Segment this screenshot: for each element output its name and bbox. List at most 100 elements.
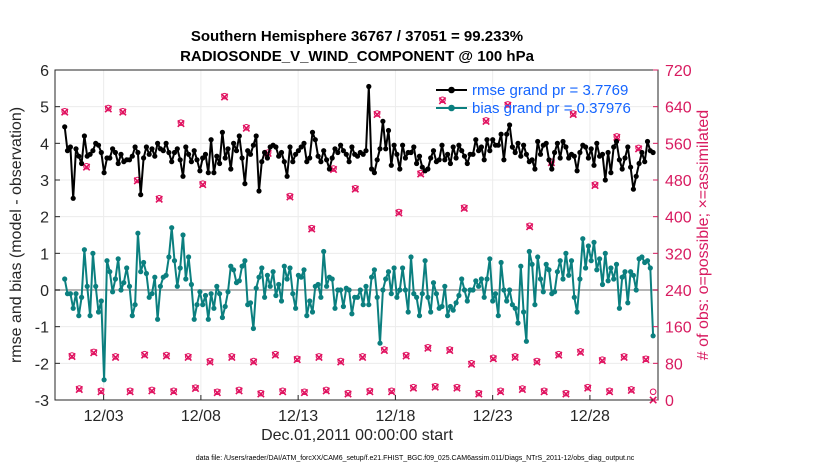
rmse-point [388,162,394,168]
bias-point [132,302,138,308]
obs-assimilated-point [569,110,577,119]
obs-possible-point [373,110,381,117]
obs-possible-point [351,184,359,192]
obs-possible-point [359,353,366,360]
bias-point [585,243,592,249]
obs-assimilated-point [424,344,432,352]
rmse-point [211,170,217,176]
rmse-point [293,151,299,157]
bias-point [357,287,363,293]
rmse-point [81,133,87,139]
bias-point [374,294,380,300]
plot-frame [54,69,659,401]
obs-possible-point [61,107,69,115]
obs-possible-point [322,386,330,394]
bias-point [354,294,361,300]
obs-marks [60,92,657,404]
bias-point [253,285,259,291]
bias-point [554,269,561,275]
y-right-tick-label: 80 [665,356,683,373]
bias-point [408,254,414,260]
rmse-point [110,146,116,152]
obs-possible-point [148,386,156,394]
obs-possible-point [468,360,475,367]
obs-assimilated-point [191,384,200,393]
legend: rmse grand pr = 3.7769 bias grand pr = 0… [436,82,631,117]
bias-point [135,230,141,236]
rmse-point [160,148,166,154]
rmse-point [549,166,555,172]
obs-assimilated-stroke [482,117,490,126]
rmse-point [70,195,76,201]
obs-assimilated-point [249,358,258,366]
bias-point [402,287,408,293]
obs-assimilated-point [533,358,541,366]
rmse-point [284,173,290,179]
obs-assimilated-stroke [366,387,374,396]
rmse-point [504,131,510,137]
bias-point [152,274,158,280]
bias-point [124,265,130,271]
obs-assimilated-point [402,352,410,360]
obs-possible-point [126,387,134,395]
rmse-point [135,149,141,156]
bias-point [95,309,102,315]
obs-assimilated-point [242,124,251,132]
x-tick-label: 12/08 [181,408,221,425]
bias-point [121,280,127,286]
bias-point [141,259,147,266]
obs-assimilated-stroke [533,358,541,366]
obs-assimilated-stroke [198,180,207,189]
obs-possible-point [381,346,388,353]
obs-possible-point [243,123,250,131]
rmse-point [397,166,403,172]
obs-assimilated-point [344,390,352,398]
obs-assimilated-stroke [140,351,149,359]
rmse-point [402,155,408,161]
bias-point [481,294,487,300]
obs-assimilated-point [387,387,396,396]
bias-point [104,258,110,264]
bias-point [115,256,121,262]
bias-point [633,287,639,293]
rmse-point [64,148,71,154]
obs-assimilated-point [126,387,134,396]
rmse-point [619,166,625,172]
obs-assimilated-stroke [90,349,98,357]
obs-possible-point [112,353,119,360]
obs-possible-point [460,204,468,211]
bias-point [363,283,369,289]
rmse-point [554,140,561,146]
rmse-point [636,160,642,167]
bias-point [349,311,355,317]
bias-point [278,298,285,304]
bias-point [628,269,634,275]
obs-possible-point [649,388,657,396]
rmse-point [67,144,73,150]
obs-assimilated-stroke [598,356,607,365]
rmse-point [146,151,152,157]
rmse-point [73,146,79,152]
bias-point [307,298,313,304]
bias-point [442,283,448,289]
bias-point [602,250,608,256]
bias-point [594,267,600,273]
obs-assimilated-point [184,353,192,362]
rmse-point [194,157,200,163]
rmse-point [315,153,321,159]
bias-point [507,287,513,293]
bias-point [259,265,265,271]
rmse-point [425,166,431,172]
rmse-point [537,151,544,157]
rmse-point [642,159,648,165]
obs-assimilated-stroke [358,353,367,362]
rmse-point [577,149,583,156]
obs-possible-point [228,353,236,360]
rmse-point [380,118,386,124]
obs-possible-point [83,162,90,170]
obs-assimilated-point [213,388,222,397]
bias-point [281,263,287,269]
bias-point [67,291,73,297]
obs-assimilated-stroke [68,352,76,361]
bias-point [149,291,155,297]
